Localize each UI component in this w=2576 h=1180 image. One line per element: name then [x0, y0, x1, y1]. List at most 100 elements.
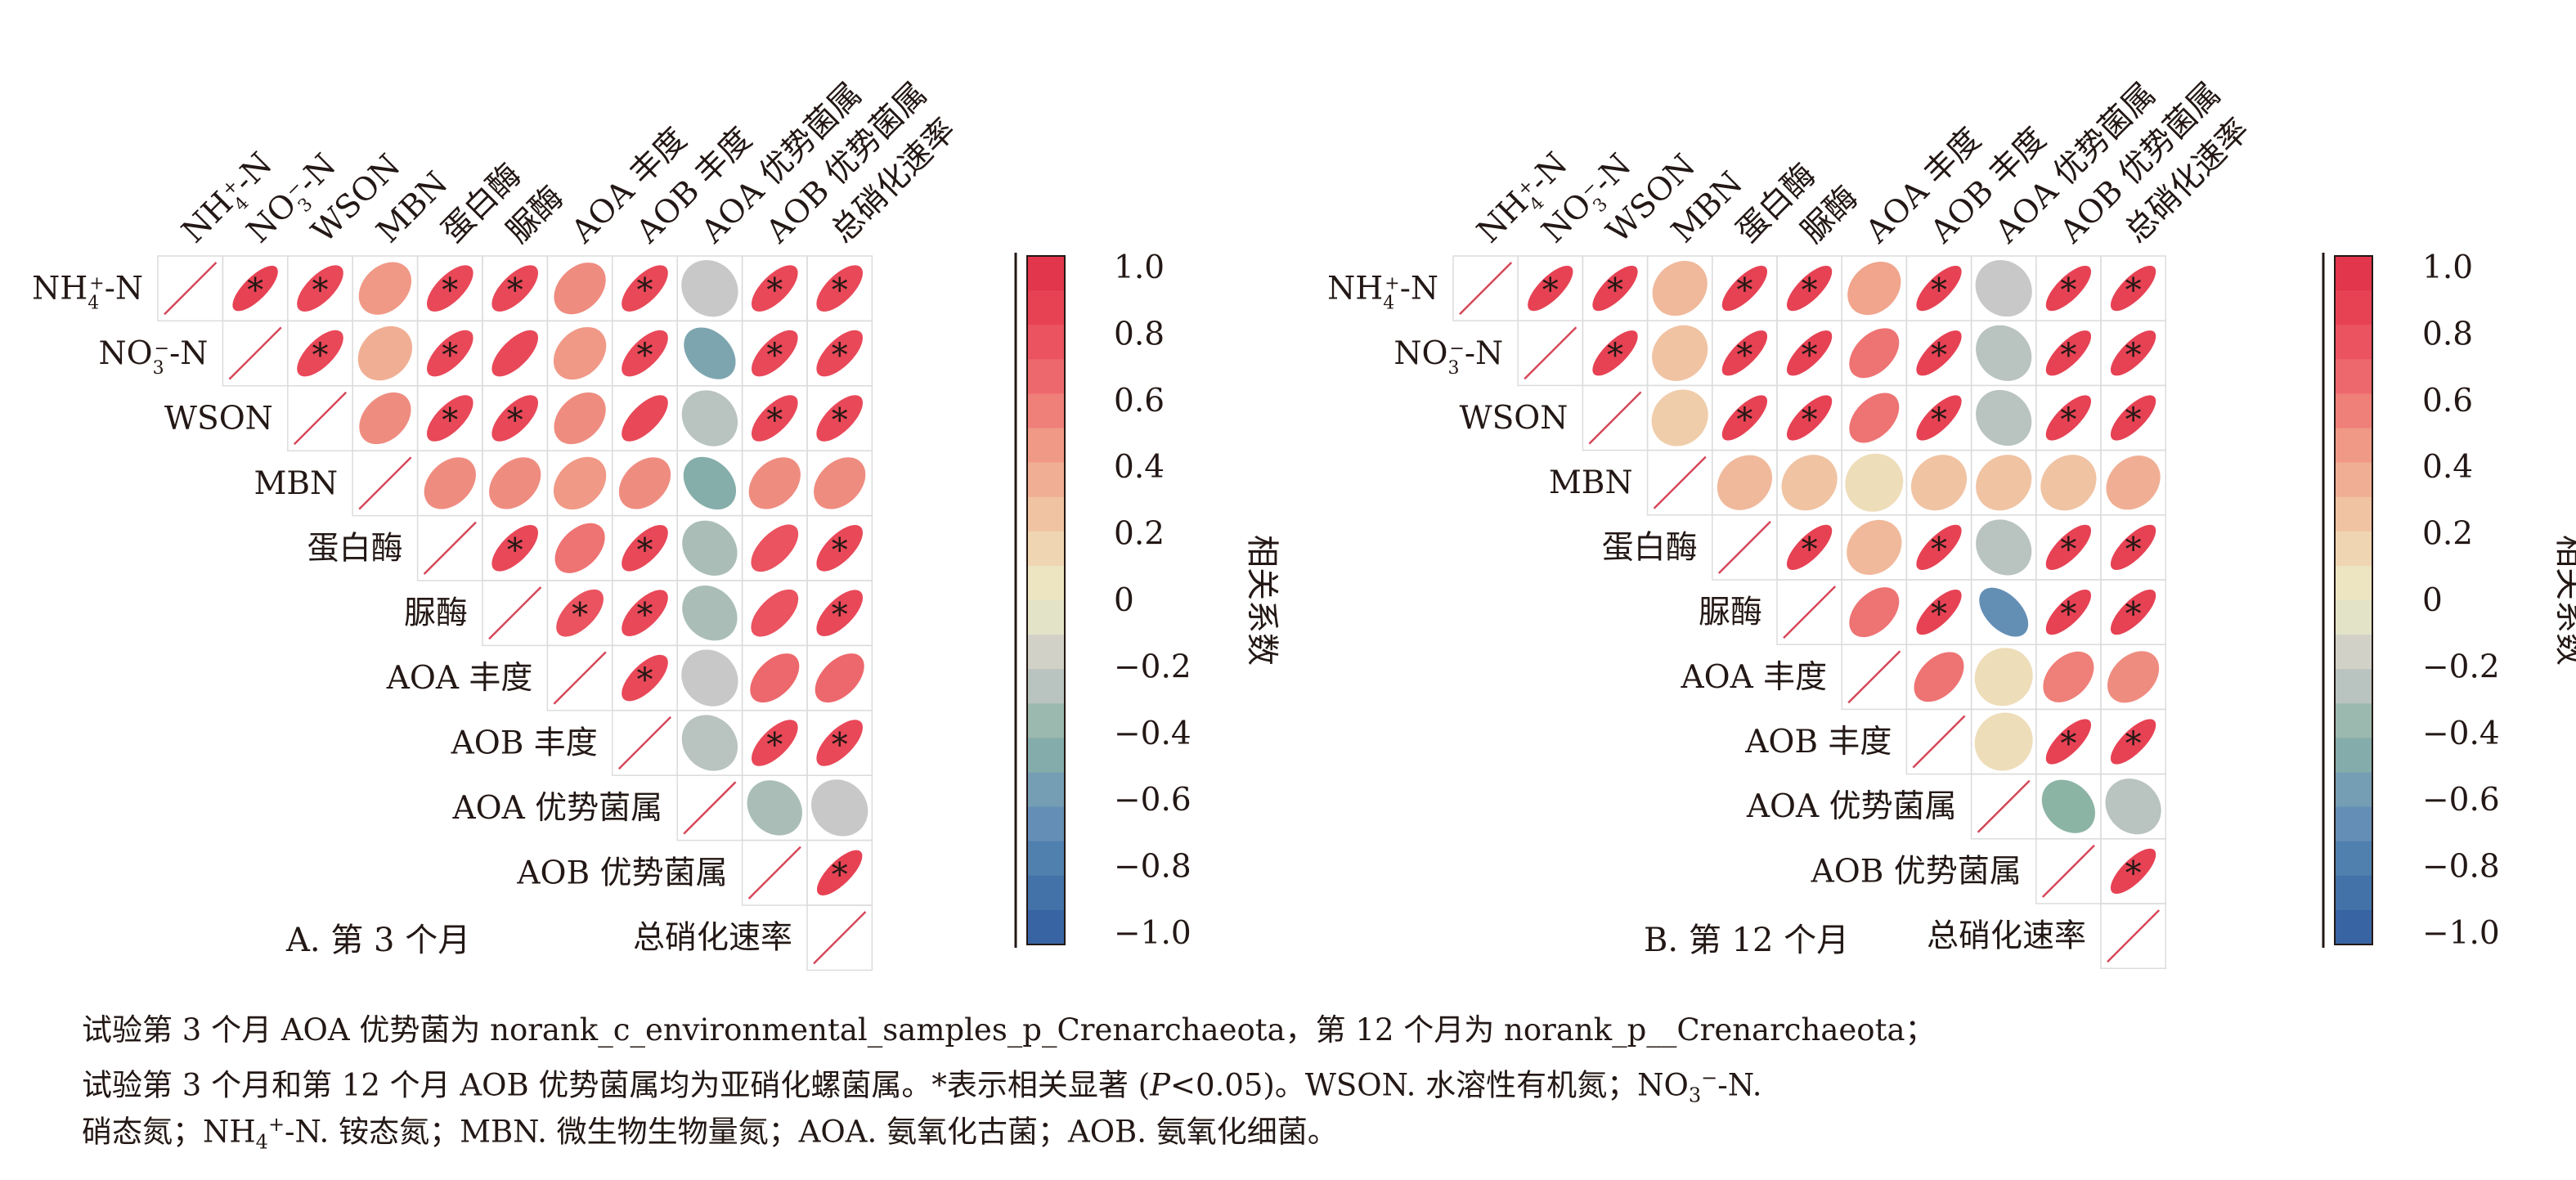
correlation-ellipse [1652, 325, 1708, 381]
colorbar-tick-label: 0.4 [1114, 449, 1165, 486]
correlation-ellipse [491, 330, 538, 377]
correlation-ellipse [622, 395, 668, 442]
correlation-ellipse [2110, 719, 2156, 765]
correlation-ellipse [1786, 330, 1833, 376]
significance-star: * [766, 402, 783, 440]
significance-star: * [637, 597, 653, 635]
colorbar-band [2335, 841, 2372, 877]
correlation-ellipse [622, 330, 668, 377]
label-sub: 3 [153, 358, 164, 379]
label-part: NO [1393, 335, 1447, 372]
correlation-ellipse [1916, 395, 1962, 441]
significance-star: * [1736, 272, 1752, 310]
correlation-ellipse [1721, 330, 1768, 376]
caption-subscript: 4 [255, 1130, 268, 1154]
colorbar-tick-label: −0.8 [2422, 849, 2500, 886]
significance-star: * [2060, 596, 2076, 634]
significance-star: * [637, 272, 653, 310]
significance-star: * [442, 402, 458, 440]
correlation-ellipse [1976, 455, 2032, 511]
diagonal-line [1653, 455, 1707, 509]
row-label: AOB 优势菌属 [1811, 853, 2022, 890]
label-part: -N [1400, 271, 1438, 307]
label-part: NO [99, 335, 153, 372]
correlation-ellipse [491, 395, 538, 442]
label-sup: − [1449, 339, 1464, 359]
diagonal-line [2107, 909, 2161, 963]
significance-star: * [2125, 725, 2142, 763]
correlation-ellipse [811, 779, 868, 837]
caption-line-3: 硝态氮；NH4+-N. 铵态氮；MBN. 微生物生物量氮；AOA. 氨氧化古菌；… [82, 1101, 2551, 1165]
caption-line-2: 试验第 3 个月和第 12 个月 AOB 优势菌属均为亚硝化螺菌属。*表示相关显… [82, 1055, 2551, 1119]
colorbar-band [2335, 428, 2372, 464]
caption-superscript: + [267, 1113, 285, 1136]
colorbar-label: 相关系数 [2551, 535, 2576, 666]
colorbar-band [2335, 496, 2372, 532]
correlation-ellipse [1979, 587, 2029, 637]
colorbar-tick-label: 0.2 [1114, 516, 1165, 553]
diagonal-line [1977, 779, 2031, 833]
diagonal-line [683, 781, 737, 835]
label-part: NH [32, 271, 88, 307]
correlation-ellipse [2045, 395, 2092, 441]
significance-star: * [1736, 337, 1752, 375]
correlation-ellipse [427, 395, 473, 442]
diagonal-line [1847, 650, 1901, 704]
colorbar-tick-label: −0.8 [1114, 849, 1192, 886]
row-label: 脲酶 [1699, 594, 1762, 631]
correlation-ellipse [618, 457, 671, 509]
diagonal-line [747, 846, 801, 900]
correlation-ellipse [2105, 778, 2161, 835]
significance-star: * [1931, 531, 1947, 568]
significance-star: * [507, 272, 523, 310]
colorbar-band [2335, 393, 2372, 428]
colorbar-tick-label: 0.6 [2422, 383, 2473, 420]
row-label: 蛋白酶 [307, 530, 403, 567]
significance-star: * [637, 532, 653, 569]
diagonal-line [488, 586, 542, 640]
correlation-ellipse [1975, 260, 2032, 317]
panel-label: B. 第 12 个月 [1644, 922, 1849, 959]
label-part: -N [1465, 335, 1503, 372]
label-sub: 3 [1447, 358, 1459, 379]
colorbar-frame [1026, 255, 1066, 945]
correlation-ellipse [2041, 779, 2095, 833]
colorbar-band [2335, 325, 2372, 360]
correlation-ellipse [1717, 455, 1772, 510]
significance-star: * [1802, 272, 1818, 310]
row-label: NO3−-N [1393, 335, 1503, 379]
significance-star: * [1931, 272, 1947, 310]
significance-star: * [247, 272, 263, 310]
significance-star: * [1542, 272, 1559, 310]
colorbar-tick-label: 0 [2422, 582, 2443, 619]
colorbar-band [1027, 428, 1065, 464]
caption-text: 试验第 3 个月和第 12 个月 AOB 优势菌属均为亚硝化螺菌属。*表示相关显… [82, 1067, 1151, 1103]
row-label: MBN [254, 465, 338, 502]
correlation-ellipse [1910, 455, 1968, 511]
colorbar-band [1027, 256, 1065, 291]
correlation-ellipse [232, 266, 278, 312]
correlation-ellipse [750, 653, 800, 703]
significance-star: * [507, 532, 523, 569]
correlation-ellipse [1592, 330, 1638, 376]
label-part: NH [1327, 271, 1383, 307]
diagonal-line [164, 262, 218, 316]
caption-text: 试验第 3 个月 AOA 优势菌为 norank_c_environmental… [82, 1012, 1936, 1048]
colorbar-tick-label: 0.2 [2422, 516, 2473, 553]
correlation-ellipse [553, 456, 607, 510]
colorbar-tick-label: 0.4 [2422, 449, 2473, 486]
significance-star: * [1931, 596, 1947, 634]
correlation-ellipse [554, 392, 606, 445]
correlation-ellipse [1786, 524, 1833, 571]
colorbar-band [2335, 462, 2372, 498]
diagonal-line [228, 326, 282, 380]
panel-a: * * * * * * ** * * * ** * * ** * ** * *** **NH4+-NNO3−-NWS… [32, 75, 1281, 971]
colorbar-band [2335, 875, 2372, 911]
label-part: -N [169, 335, 208, 372]
significance-star: * [442, 337, 458, 375]
correlation-ellipse [2045, 265, 2092, 312]
colorbar-band [1027, 909, 1065, 945]
label-sup: + [89, 274, 104, 294]
row-label: AOA 优势菌属 [1746, 788, 1957, 825]
